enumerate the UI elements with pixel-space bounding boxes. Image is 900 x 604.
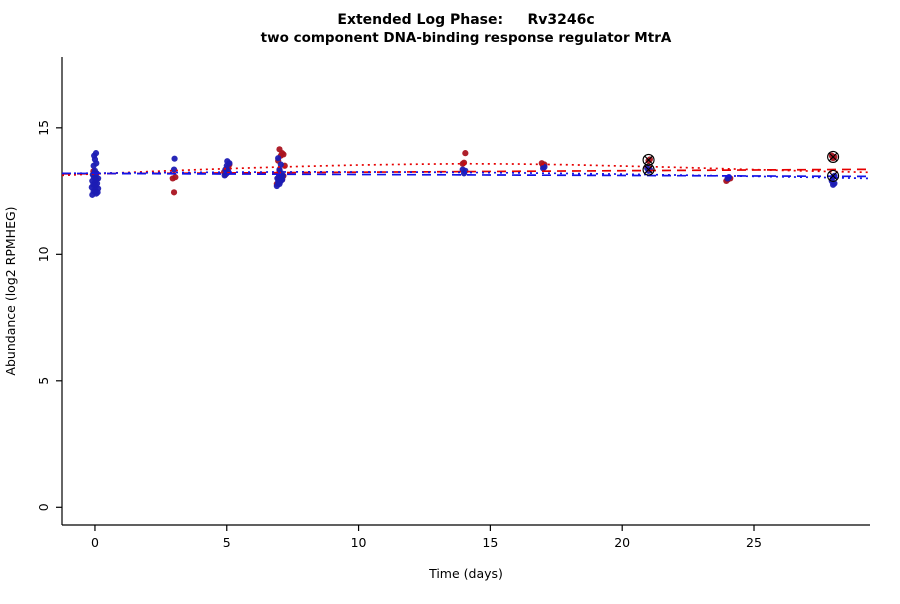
data-point (462, 150, 469, 157)
data-point (170, 166, 178, 173)
trend-line-blue-dotted-fit (61, 170, 871, 180)
x-tick-label: 20 (614, 535, 630, 550)
x-axis-label: Time (days) (428, 566, 503, 581)
data-point (171, 155, 178, 162)
y-tick-label: 10 (36, 246, 51, 262)
circled-x-marker (827, 150, 840, 163)
data-point (541, 163, 548, 171)
y-tick-label: 5 (36, 377, 51, 385)
x-tick-label: 15 (482, 535, 498, 550)
data-point (275, 155, 282, 162)
data-point (646, 156, 653, 163)
y-tick-label: 0 (36, 503, 51, 511)
circled-x-marker (642, 163, 655, 176)
x-tick-label: 10 (351, 535, 367, 550)
data-point (172, 174, 179, 181)
data-point (170, 189, 178, 196)
circled-x-marker (827, 169, 840, 182)
x-tick-label: 25 (746, 535, 762, 550)
data-point (224, 158, 231, 165)
data-point (276, 146, 283, 153)
data-point (276, 166, 283, 173)
data-point (459, 166, 466, 173)
data-point (725, 174, 733, 181)
y-axis-label: Abundance (log2 RPMHEG) (3, 206, 18, 375)
x-tick-label: 5 (223, 535, 231, 550)
data-point (460, 159, 468, 166)
chart-subtitle: two component DNA-binding response regul… (261, 30, 672, 46)
x-tick-label: 0 (91, 535, 99, 550)
data-point (92, 150, 100, 157)
data-point (277, 161, 284, 168)
trend-line-red-dotted-fit (61, 162, 871, 177)
y-tick-label: 15 (36, 120, 51, 136)
chart-title: Extended Log Phase: Rv3246c (337, 12, 594, 28)
circled-x-marker (642, 153, 655, 167)
